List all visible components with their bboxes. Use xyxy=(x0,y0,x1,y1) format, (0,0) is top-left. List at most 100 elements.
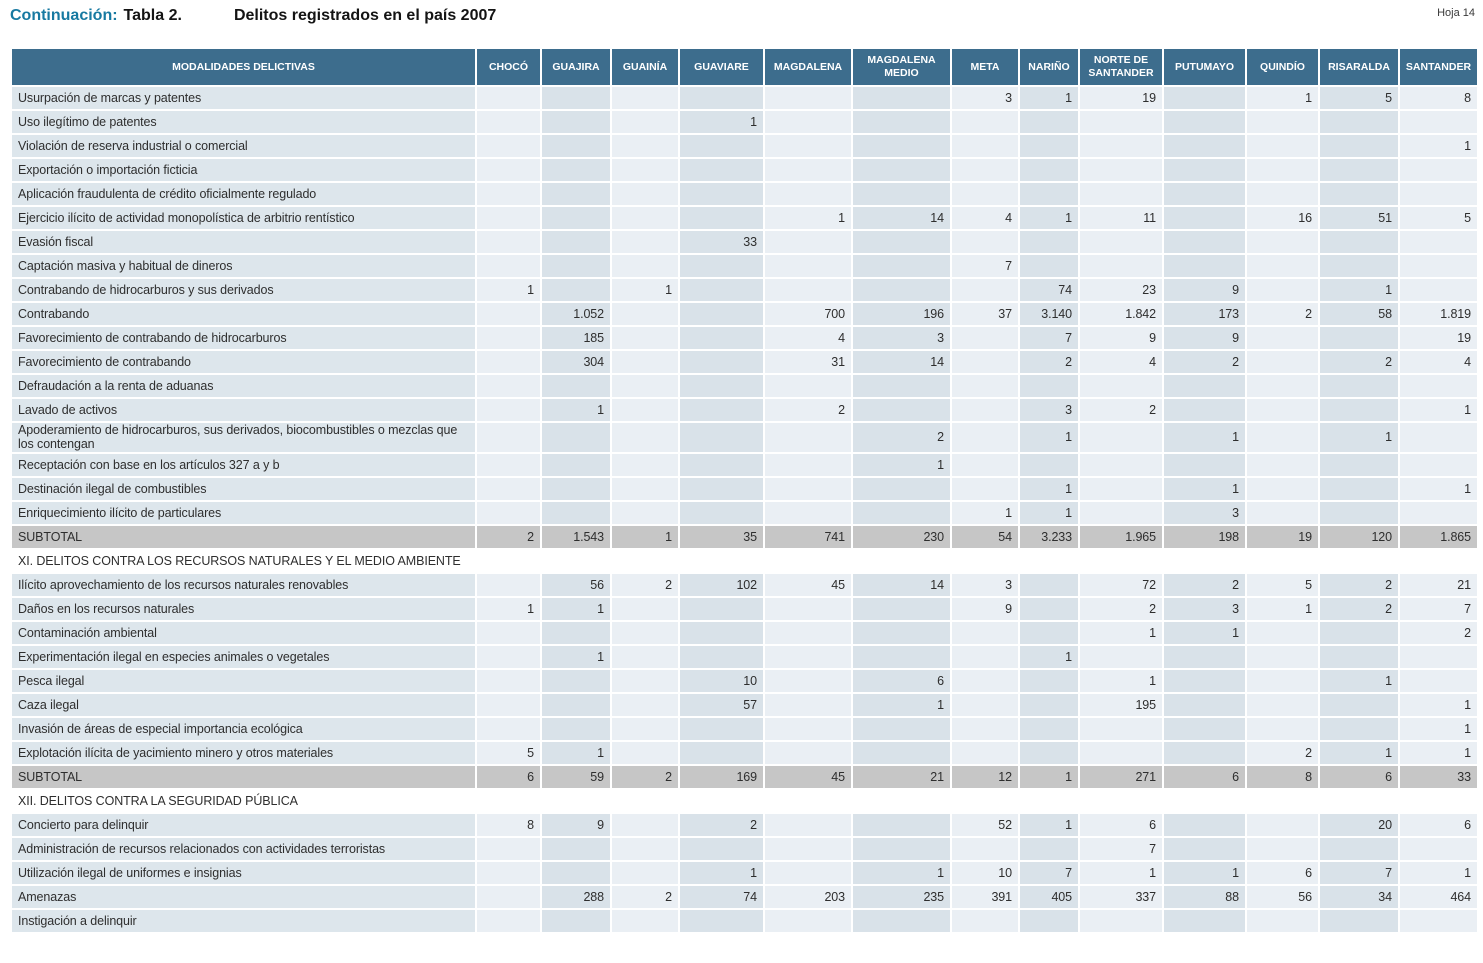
value-cell: 464 xyxy=(1398,883,1479,910)
value-cell xyxy=(1398,907,1479,934)
value-cell xyxy=(540,907,612,934)
value-cell xyxy=(763,229,853,255)
value-cell xyxy=(540,277,612,303)
column-header-department: GUAVIARE xyxy=(678,47,765,87)
column-header-department: GUAJIRA xyxy=(540,47,612,87)
value-cell: 1 xyxy=(1318,277,1400,303)
value-cell: 56 xyxy=(540,571,612,598)
value-cell xyxy=(475,907,542,934)
value-cell: 1.865 xyxy=(1398,523,1479,550)
value-cell xyxy=(1162,835,1247,862)
value-cell xyxy=(1162,643,1247,670)
value-cell: 1 xyxy=(1018,499,1080,526)
value-cell xyxy=(1318,181,1400,207)
value-cell xyxy=(610,109,680,135)
value-cell: 203 xyxy=(763,883,853,910)
value-cell xyxy=(1245,253,1320,279)
value-cell xyxy=(1245,451,1320,478)
value-cell xyxy=(540,451,612,478)
value-cell xyxy=(763,499,853,526)
value-cell: 56 xyxy=(1245,883,1320,910)
table-row: Concierto para delinquir 8 9 2 52 1 6 20 6 xyxy=(10,811,1479,838)
value-cell: 8 xyxy=(475,811,542,838)
value-cell xyxy=(763,85,853,111)
value-cell: 7 xyxy=(1018,859,1080,886)
value-cell: 6 xyxy=(1162,763,1247,790)
value-cell xyxy=(1398,253,1479,279)
value-cell xyxy=(763,109,853,135)
row-label: Aplicación fraudulenta de crédito oficia… xyxy=(10,181,477,207)
value-cell: 9 xyxy=(540,811,612,838)
value-cell xyxy=(763,253,853,279)
table-row: Experimentación ilegal en especies anima… xyxy=(10,643,1479,670)
value-cell xyxy=(1318,373,1400,399)
value-cell xyxy=(610,739,680,766)
value-cell xyxy=(678,373,765,399)
column-header-department: NARIÑO xyxy=(1018,47,1080,87)
value-cell xyxy=(610,373,680,399)
value-cell xyxy=(1245,667,1320,694)
value-cell: 1 xyxy=(540,595,612,622)
value-cell xyxy=(475,349,542,375)
value-cell xyxy=(1398,277,1479,303)
value-cell xyxy=(950,133,1020,159)
value-cell xyxy=(610,907,680,934)
value-cell: 10 xyxy=(950,859,1020,886)
value-cell xyxy=(1018,667,1080,694)
value-cell xyxy=(610,475,680,502)
value-cell xyxy=(1318,475,1400,502)
value-cell: 1 xyxy=(1398,715,1479,742)
value-cell xyxy=(851,499,952,526)
table-row: Uso ilegítimo de patentes 1 xyxy=(10,109,1479,135)
table-row: Apoderamiento de hidrocarburos, sus deri… xyxy=(10,421,1479,454)
value-cell: 16 xyxy=(1245,205,1320,231)
value-cell: 2 xyxy=(610,763,680,790)
value-cell xyxy=(540,133,612,159)
value-cell xyxy=(610,715,680,742)
value-cell xyxy=(763,619,853,646)
value-cell xyxy=(678,205,765,231)
value-cell xyxy=(475,301,542,327)
value-cell xyxy=(851,475,952,502)
title-table-number: Tabla 2. xyxy=(123,7,182,24)
value-cell xyxy=(610,499,680,526)
value-cell: 6 xyxy=(1078,811,1164,838)
value-cell: 8 xyxy=(1245,763,1320,790)
value-cell xyxy=(540,667,612,694)
value-cell: 59 xyxy=(540,763,612,790)
value-cell xyxy=(1162,109,1247,135)
value-cell: 1 xyxy=(851,451,952,478)
value-cell xyxy=(540,109,612,135)
row-label: Usurpación de marcas y patentes xyxy=(10,85,477,111)
value-cell xyxy=(475,475,542,502)
row-label: Daños en los recursos naturales xyxy=(10,595,477,622)
value-cell: 6 xyxy=(1398,811,1479,838)
value-cell xyxy=(475,205,542,231)
value-cell: 1 xyxy=(540,397,612,423)
value-cell: 1 xyxy=(475,595,542,622)
row-label: Experimentación ilegal en especies anima… xyxy=(10,643,477,670)
value-cell xyxy=(1245,811,1320,838)
value-cell xyxy=(475,451,542,478)
value-cell xyxy=(950,667,1020,694)
value-cell: 1.819 xyxy=(1398,301,1479,327)
value-cell xyxy=(475,325,542,351)
value-cell: 1 xyxy=(1078,859,1164,886)
value-cell: 7 xyxy=(1018,325,1080,351)
value-cell xyxy=(950,229,1020,255)
value-cell xyxy=(610,157,680,183)
value-cell xyxy=(763,835,853,862)
value-cell xyxy=(1318,397,1400,423)
value-cell xyxy=(763,181,853,207)
value-cell: 2 xyxy=(1018,349,1080,375)
table-row: Amenazas 288 2 74 203 235 391 405 337 88 56 34 464 xyxy=(10,883,1479,910)
value-cell: 391 xyxy=(950,883,1020,910)
value-cell xyxy=(678,277,765,303)
value-cell xyxy=(540,181,612,207)
table-row: Exportación o importación ficticia xyxy=(10,157,1479,183)
value-cell xyxy=(1245,181,1320,207)
value-cell xyxy=(950,739,1020,766)
value-cell xyxy=(475,571,542,598)
value-cell xyxy=(610,205,680,231)
